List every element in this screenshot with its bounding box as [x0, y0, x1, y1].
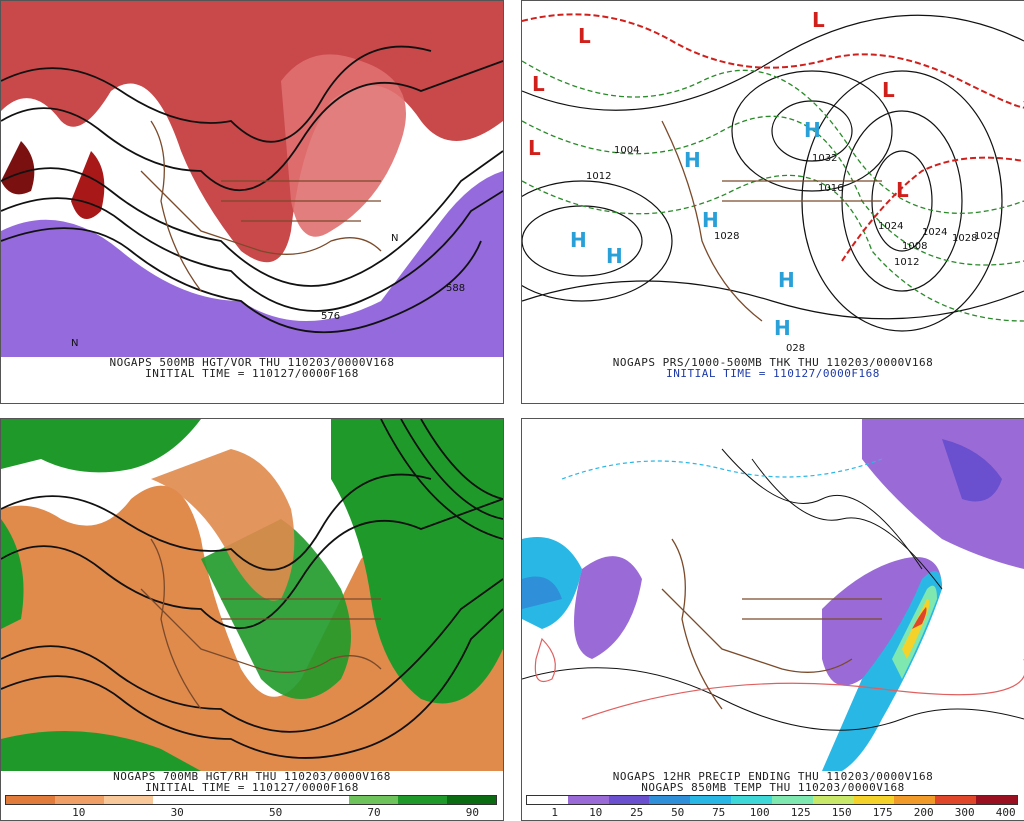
panel-pressure: H H H H H H H L L L L L L 1004 1012 1028… — [521, 0, 1024, 404]
precip-tick-6: 125 — [790, 806, 811, 819]
map500-label-576: 576 — [321, 311, 340, 322]
precip-tick-1: 10 — [589, 806, 603, 819]
caption-500mb-init: INITIAL TIME = 110127/0000F168 — [145, 367, 359, 380]
rh-swatch-0 — [6, 796, 55, 804]
map-precip — [522, 419, 1024, 771]
map-700mb — [1, 419, 503, 771]
rh-swatch-6 — [300, 796, 349, 804]
panel-700mb: NOGAPS 700MB HGT/RH THU 110203/0000V168 … — [0, 418, 504, 821]
rh-swatch-8 — [398, 796, 447, 804]
rh-tick-3: 70 — [367, 806, 381, 819]
map500-label-n1: N — [391, 233, 398, 244]
rh-swatch-3 — [153, 796, 202, 804]
high-center-3: H — [684, 148, 701, 172]
precip-tick-3: 50 — [671, 806, 685, 819]
precip-swatch-11 — [976, 796, 1017, 804]
caption-precip-temp: NOGAPS 850MB TEMP THU 110203/0000V168 — [641, 781, 905, 794]
isobar-label-1028: 1028 — [714, 231, 739, 242]
precip-tick-9: 200 — [913, 806, 934, 819]
precip-swatch-8 — [853, 796, 895, 804]
high-center-2: H — [606, 244, 623, 268]
high-center-4: H — [702, 208, 719, 232]
isobar-label-1016: 1016 — [818, 183, 843, 194]
rh-swatch-5 — [251, 796, 300, 804]
precip-tick-8: 175 — [872, 806, 893, 819]
precip-tick-7: 150 — [831, 806, 852, 819]
rh-tick-0: 10 — [72, 806, 86, 819]
rh-swatch-7 — [349, 796, 398, 804]
precip-swatch-10 — [935, 796, 977, 804]
precip-tick-11: 400 — [995, 806, 1016, 819]
precip-swatch-3 — [649, 796, 691, 804]
low-center-2: L — [532, 72, 545, 96]
rh-tick-4: 90 — [465, 806, 480, 819]
precip-swatch-2 — [608, 796, 650, 804]
precip-tick-4: 75 — [712, 806, 726, 819]
precip-colorbar-ticks: 1 10 25 50 75 100 125 150 175 200 300 400 — [526, 806, 1018, 819]
precip-swatch-7 — [812, 796, 854, 804]
map500-label-588: 588 — [446, 283, 465, 294]
low-center-3: L — [578, 24, 591, 48]
panel-500mb: 576 588 N N NOGAPS 500MB HGT/VOR THU 110… — [0, 0, 504, 404]
rh-tick-2: 50 — [268, 806, 283, 819]
low-center-6: L — [896, 178, 909, 202]
isobar-label-1028b: 1028 — [952, 233, 977, 244]
rh-swatch-9 — [447, 796, 496, 804]
precip-tick-2: 25 — [630, 806, 644, 819]
isobar-label-1008: 1008 — [902, 241, 927, 252]
isobar-label-1024: 1024 — [878, 221, 903, 232]
caption-precip-title: NOGAPS 12HR PRECIP ENDING THU 110203/000… — [612, 770, 934, 783]
precip-tick-5: 100 — [749, 806, 770, 819]
isobar-label-1012b: 1012 — [894, 257, 919, 268]
precip-swatch-1 — [567, 796, 609, 804]
caption-pressure-title: NOGAPS PRS/1000-500MB THK THU 110203/000… — [612, 356, 934, 369]
map-500mb: 576 588 N N — [1, 1, 503, 357]
map-pressure: H H H H H H H L L L L L L 1004 1012 1028… — [522, 1, 1024, 357]
isobar-label-1004: 1004 — [614, 145, 639, 156]
precip-tick-0: 1 — [551, 806, 558, 819]
rh-colorbar-ticks: 10 30 50 70 90 — [5, 806, 497, 819]
isobar-label-1012: 1012 — [586, 171, 611, 182]
isobar-label-1032: 1032 — [812, 153, 837, 164]
caption-500mb-title: NOGAPS 500MB HGT/VOR THU 110203/0000V168 — [109, 356, 395, 369]
caption-700mb-init: INITIAL TIME = 110127/0000F168 — [145, 781, 359, 794]
precip-colorbar — [526, 795, 1018, 805]
rh-swatch-2 — [104, 796, 153, 804]
panel-precip: NOGAPS 12HR PRECIP ENDING THU 110203/000… — [521, 418, 1024, 821]
low-center-1: L — [528, 136, 541, 160]
high-center-7: H — [774, 316, 791, 340]
caption-700mb-title: NOGAPS 700MB HGT/RH THU 110203/0000V168 — [113, 770, 391, 783]
precip-swatch-6 — [771, 796, 813, 804]
precip-tick-10: 300 — [954, 806, 975, 819]
precip-swatch-0 — [527, 796, 568, 804]
map500-label-n2: N — [71, 338, 78, 349]
precip-swatch-5 — [731, 796, 772, 804]
high-center-1: H — [570, 228, 587, 252]
rh-colorbar — [5, 795, 497, 805]
high-center-6: H — [778, 268, 795, 292]
isobar-label-1024b: 1024 — [922, 227, 947, 238]
precip-swatch-4 — [690, 796, 732, 804]
low-center-5: L — [882, 78, 895, 102]
isobar-label-1020: 1020 — [974, 231, 999, 242]
precip-swatch-9 — [894, 796, 936, 804]
rh-swatch-1 — [55, 796, 104, 804]
caption-pressure-init: INITIAL TIME = 110127/0000F168 — [666, 367, 880, 380]
low-center-4: L — [812, 8, 825, 32]
rh-tick-1: 30 — [170, 806, 184, 819]
isobar-label-028: 028 — [786, 343, 805, 354]
rh-swatch-4 — [202, 796, 251, 804]
high-center-5: H — [804, 118, 821, 142]
